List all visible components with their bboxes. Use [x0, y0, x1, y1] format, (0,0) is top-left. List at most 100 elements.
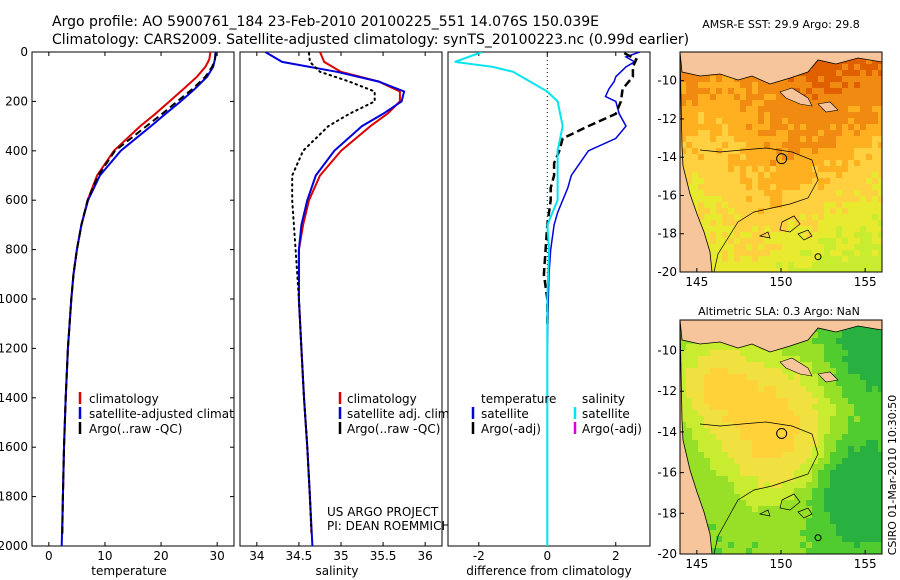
project-credit-line1: US ARGO PROJECT: [327, 505, 439, 519]
heatmap-cell: [794, 410, 800, 416]
heatmap-cell: [866, 76, 872, 82]
heatmap-cell: [872, 238, 878, 244]
heatmap-cell: [842, 70, 848, 76]
heatmap-cell: [830, 148, 836, 154]
heatmap-cell: [728, 76, 734, 82]
heatmap-cell: [746, 362, 752, 368]
heatmap-cell: [830, 338, 836, 344]
heatmap-cell: [806, 464, 812, 470]
heatmap-cell: [860, 64, 866, 70]
heatmap-cell: [770, 82, 776, 88]
heatmap-cell: [770, 142, 776, 148]
heatmap-cell: [836, 464, 842, 470]
heatmap-cell: [866, 58, 872, 64]
heatmap-cell: [782, 214, 788, 220]
heatmap-cell: [728, 208, 734, 214]
heatmap-cell: [734, 136, 740, 142]
heatmap-cell: [872, 88, 878, 94]
heatmap-cell: [866, 220, 872, 226]
heatmap-cell: [764, 518, 770, 524]
heatmap-cell: [806, 250, 812, 256]
heatmap-cell: [836, 410, 842, 416]
heatmap-cell: [776, 208, 782, 214]
heatmap-cell: [770, 374, 776, 380]
heatmap-cell: [848, 548, 854, 554]
heatmap-cell: [794, 512, 800, 518]
heatmap-cell: [758, 446, 764, 452]
heatmap-cell: [818, 214, 824, 220]
heatmap-cell: [854, 76, 860, 82]
heatmap-cell: [716, 130, 722, 136]
heatmap-cell: [848, 160, 854, 166]
heatmap-cell: [734, 124, 740, 130]
heatmap-cell: [716, 488, 722, 494]
legend-header-salinity: salinity: [582, 392, 625, 406]
heatmap-cell: [848, 440, 854, 446]
heatmap-cell: [770, 268, 776, 272]
heatmap-cell: [866, 178, 872, 184]
heatmap-cell: [878, 76, 882, 82]
heatmap-cell: [818, 392, 824, 398]
heatmap-cell: [692, 100, 698, 106]
heatmap-cell: [818, 172, 824, 178]
heatmap-cell: [854, 548, 860, 554]
heatmap-cell: [848, 380, 854, 386]
heatmap-cell: [794, 112, 800, 118]
heatmap-cell: [782, 548, 788, 554]
heatmap-cell: [758, 262, 764, 268]
heatmap-cell: [770, 136, 776, 142]
heatmap-cell: [734, 500, 740, 506]
heatmap-cell: [776, 548, 782, 554]
heatmap-cell: [836, 368, 842, 374]
heatmap-cell: [836, 500, 842, 506]
heatmap-cell: [704, 124, 710, 130]
heatmap-cell: [788, 542, 794, 548]
figure-title-line1: Argo profile: AO 5900761_184 23-Feb-2010…: [52, 14, 599, 30]
heatmap-cell: [758, 202, 764, 208]
heatmap-cell: [800, 232, 806, 238]
heatmap-cell: [704, 356, 710, 362]
heatmap-cell: [854, 416, 860, 422]
heatmap-cell: [710, 106, 716, 112]
heatmap-cell: [854, 178, 860, 184]
heatmap-cell: [848, 256, 854, 262]
heatmap-cell: [752, 178, 758, 184]
heatmap-cell: [788, 368, 794, 374]
heatmap-cell: [734, 380, 740, 386]
heatmap-cell: [848, 494, 854, 500]
heatmap-cell: [866, 202, 872, 208]
heatmap-cell: [782, 392, 788, 398]
heatmap-cell: [776, 440, 782, 446]
heatmap-cell: [746, 380, 752, 386]
heatmap-cell: [848, 58, 854, 64]
heatmap-cell: [698, 350, 704, 356]
heatmap-cell: [752, 250, 758, 256]
heatmap-cell: [710, 344, 716, 350]
heatmap-cell: [776, 422, 782, 428]
heatmap-cell: [704, 344, 710, 350]
heatmap-cell: [770, 392, 776, 398]
heatmap-cell: [812, 268, 818, 272]
heatmap-cell: [812, 190, 818, 196]
heatmap-cell: [872, 154, 878, 160]
heatmap-cell: [716, 416, 722, 422]
heatmap-cell: [764, 404, 770, 410]
heatmap-cell: [788, 226, 794, 232]
heatmap-cell: [710, 208, 716, 214]
heatmap-cell: [842, 160, 848, 166]
heatmap-cell: [836, 238, 842, 244]
heatmap-cell: [794, 130, 800, 136]
heatmap-cell: [692, 88, 698, 94]
heatmap-cell: [836, 380, 842, 386]
heatmap-cell: [854, 464, 860, 470]
heatmap-cell: [800, 488, 806, 494]
heatmap-cell: [812, 332, 818, 338]
heatmap-cell: [752, 392, 758, 398]
y-tick-label: 1800: [0, 490, 28, 504]
heatmap-cell: [812, 482, 818, 488]
heatmap-cell: [806, 350, 812, 356]
heatmap-cell: [740, 344, 746, 350]
heatmap-cell: [878, 82, 882, 88]
heatmap-cell: [764, 494, 770, 500]
heatmap-cell: [746, 136, 752, 142]
